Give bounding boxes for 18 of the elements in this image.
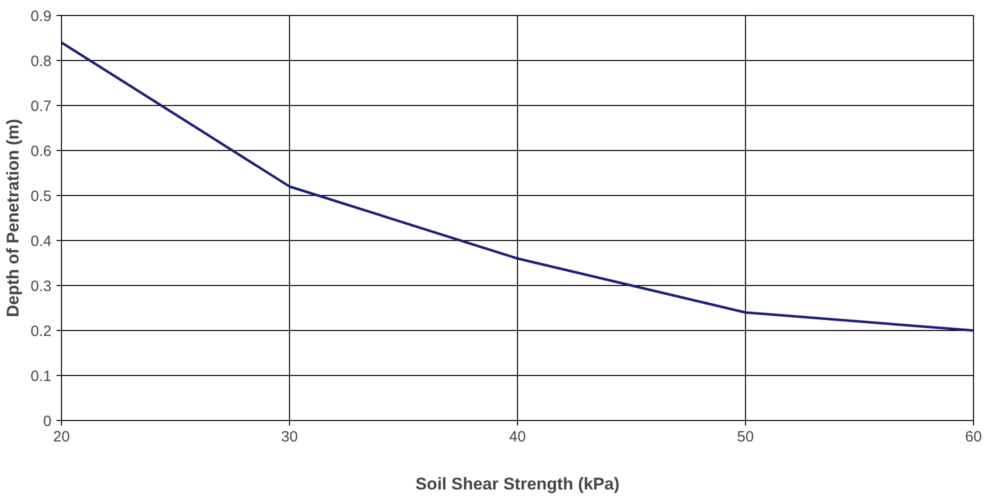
y-tick-label: 0.5 xyxy=(30,188,52,205)
y-tick-label: 0 xyxy=(43,413,52,430)
y-tick-label: 0.4 xyxy=(30,233,52,250)
x-tick-label: 30 xyxy=(281,428,298,446)
x-tick-label: 40 xyxy=(509,428,526,446)
x-tick-label: 60 xyxy=(965,428,982,446)
y-tick-label: 0.2 xyxy=(30,323,52,340)
line-series xyxy=(62,41,974,332)
y-tick-label: 0.9 xyxy=(30,8,52,25)
y-tick-label: 0.8 xyxy=(30,53,52,70)
y-tick-label: 0.7 xyxy=(30,98,52,115)
y-tick-label: 0.3 xyxy=(30,278,52,295)
y-tick-label: 0.1 xyxy=(30,368,52,385)
y-tick-label: 0.6 xyxy=(30,143,52,160)
x-tick-label: 50 xyxy=(737,428,754,446)
y-axis-title: Depth of Penetration (m) xyxy=(4,118,23,318)
x-axis-title: Soil Shear Strength (kPa) xyxy=(415,474,620,494)
x-tick-label: 20 xyxy=(53,428,70,446)
